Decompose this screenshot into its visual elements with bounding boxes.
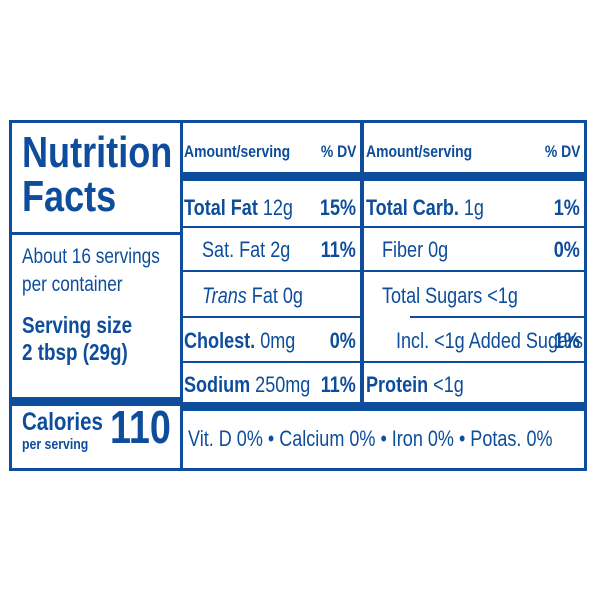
row-fiber-dv: 0%: [553, 237, 580, 262]
row-added-sugars: Incl. <1g Added Sugars: [396, 328, 584, 353]
row-rule: [364, 226, 584, 228]
row-added-sugars-dv: 1%: [553, 328, 580, 353]
header-dv-right: % DV: [544, 142, 580, 161]
row-sodium: Sodium 250mg: [184, 372, 311, 397]
row-rule: [364, 270, 584, 272]
row-total-carb: Total Carb. 1g: [366, 195, 484, 220]
center-divider: [360, 123, 364, 406]
thick-divider: [12, 397, 180, 406]
row-protein: Protein <1g: [366, 372, 464, 397]
header-amount-left: Amount/serving: [184, 142, 291, 161]
calories-sub: per serving: [22, 436, 89, 453]
header-thick-rule: [183, 172, 584, 181]
row-rule: [410, 316, 584, 318]
row-rule: [183, 316, 360, 318]
servings-line-1: About 16 servings: [22, 245, 160, 268]
row-sat-fat-dv: 11%: [320, 237, 356, 262]
row-total-fat: Total Fat 12g: [184, 195, 293, 220]
row-cholesterol-dv: 0%: [329, 328, 356, 353]
row-sodium-dv: 11%: [320, 372, 356, 397]
serving-size-label: Serving size: [22, 312, 133, 338]
row-total-sugars: Total Sugars <1g: [382, 283, 518, 308]
serving-size-value: 2 tbsp (29g): [22, 339, 128, 365]
nutrition-facts-label: Nutrition Facts About 16 servings per co…: [9, 120, 587, 471]
row-rule: [183, 361, 360, 363]
row-fiber: Fiber 0g: [382, 237, 449, 262]
servings-line-2: per container: [22, 273, 123, 296]
vertical-divider: [180, 123, 183, 468]
header-amount-right: Amount/serving: [366, 142, 473, 161]
row-total-fat-dv: 15%: [319, 195, 356, 220]
calories-value: 110: [110, 401, 171, 453]
row-rule: [183, 270, 360, 272]
footer-thick-rule: [183, 402, 584, 411]
divider: [12, 232, 180, 235]
row-total-carb-dv: 1%: [553, 195, 580, 220]
title-line-1: Nutrition: [22, 128, 173, 177]
vitamins-line: Vit. D 0% • Calcium 0% • Iron 0% • Potas…: [188, 426, 553, 451]
row-rule: [183, 226, 360, 228]
row-cholesterol: Cholest. 0mg: [184, 328, 296, 353]
header-dv-left: % DV: [320, 142, 356, 161]
row-sat-fat: Sat. Fat 2g: [202, 237, 291, 262]
row-trans-fat: Trans Fat 0g: [202, 283, 303, 308]
row-rule: [364, 361, 584, 363]
calories-label: Calories: [22, 408, 103, 436]
title-line-2: Facts: [22, 172, 117, 221]
